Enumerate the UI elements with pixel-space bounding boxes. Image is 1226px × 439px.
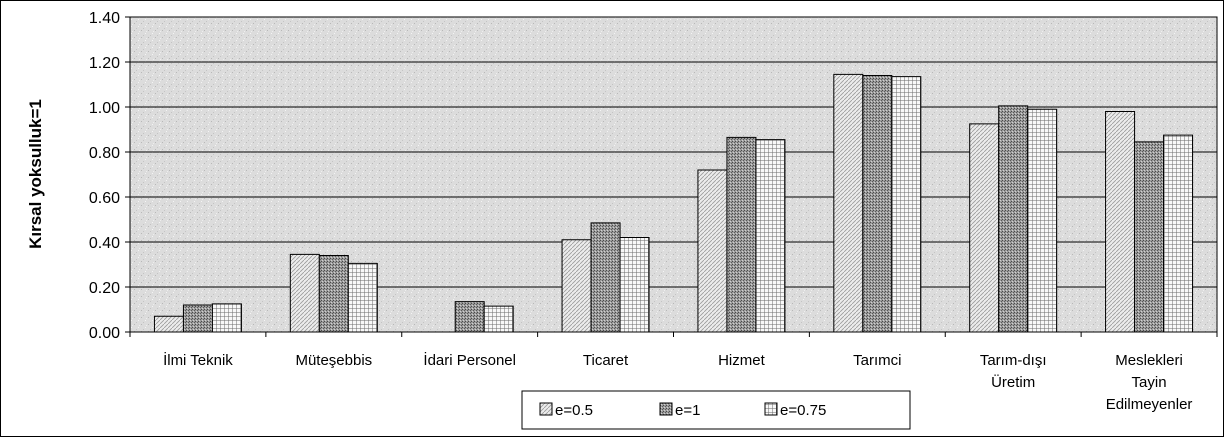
category-label: Hizmet bbox=[718, 352, 766, 369]
category-label: Müteşebbis bbox=[295, 352, 372, 369]
legend-box bbox=[521, 390, 911, 430]
axis-labels: 0.00 0.20 0.40 0.60 0.80 1.00 1.20 1.40 İlmi Tek… bbox=[89, 10, 1193, 413]
category-label: Tarımci bbox=[853, 352, 901, 369]
y-tick-label: 0.40 bbox=[89, 235, 120, 252]
y-tick-label: 1.40 bbox=[89, 10, 120, 27]
category-label: Meslekleri bbox=[1115, 352, 1183, 369]
bar-e1 bbox=[862, 75, 893, 333]
bar-e1 bbox=[318, 255, 349, 333]
y-axis-title: Kırsal yoksulluk=1 bbox=[26, 99, 45, 249]
y-tick-label: 0.60 bbox=[89, 190, 120, 207]
bar-e075 bbox=[755, 139, 786, 333]
bar-e075 bbox=[1027, 108, 1058, 333]
bar-e05 bbox=[969, 123, 1000, 333]
bar-e05 bbox=[289, 253, 320, 333]
category-label: İlmi Teknik bbox=[163, 351, 233, 369]
bar-e1 bbox=[454, 301, 485, 333]
legend-swatch-bar-e075 bbox=[764, 402, 778, 416]
category-label: Tayin bbox=[1132, 374, 1167, 391]
category-label: İdari Personel bbox=[423, 351, 516, 369]
bar-e075 bbox=[619, 237, 650, 333]
legend-label: e=0.75 bbox=[780, 402, 826, 419]
bar-e1 bbox=[182, 304, 213, 333]
bar-e05 bbox=[697, 169, 728, 333]
axes bbox=[125, 16, 1218, 337]
bars bbox=[153, 73, 1194, 333]
y-tick-label: 1.00 bbox=[89, 100, 120, 117]
bar-e1 bbox=[998, 105, 1029, 333]
legend-swatch-bar-e05 bbox=[539, 402, 553, 416]
legend-label: e=0.5 bbox=[555, 402, 593, 419]
bar-e1 bbox=[726, 136, 757, 333]
y-tick-label: 1.20 bbox=[89, 55, 120, 72]
bar-e075 bbox=[483, 305, 514, 333]
bar-e075 bbox=[347, 262, 378, 333]
bar-e1 bbox=[1134, 141, 1165, 333]
bar-e1 bbox=[590, 222, 621, 333]
y-tick-label: 0.80 bbox=[89, 145, 120, 162]
category-label: Üretim bbox=[991, 373, 1035, 391]
bar-e075 bbox=[211, 303, 242, 333]
legend-swatch-bar-e1 bbox=[659, 402, 673, 416]
legend-label: e=1 bbox=[675, 402, 700, 419]
bar-e05 bbox=[833, 73, 864, 333]
bar-e05 bbox=[153, 315, 184, 333]
category-label: Tarım-dışı bbox=[980, 352, 1047, 369]
bar-e075 bbox=[891, 76, 922, 333]
y-tick-label: 0.00 bbox=[89, 325, 120, 342]
bar-e05 bbox=[1105, 111, 1136, 333]
legend: e=0.5 e=1 e=0.75 bbox=[521, 390, 911, 430]
category-label: Ticaret bbox=[583, 352, 629, 369]
y-tick-label: 0.20 bbox=[89, 280, 120, 297]
bar-e075 bbox=[1163, 134, 1194, 333]
category-label: Edilmeyenler bbox=[1106, 396, 1193, 413]
bar-e05 bbox=[561, 239, 592, 333]
